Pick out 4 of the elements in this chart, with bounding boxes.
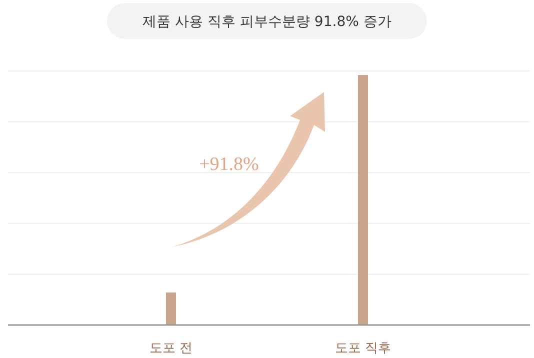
x-tick-label: 도포 직후	[334, 341, 392, 356]
chart-title: 제품 사용 직후 피부수분량 91.8% 증가	[142, 14, 392, 30]
annotation: +91.8%	[199, 154, 260, 175]
x-tick-label: 도포 전	[149, 341, 193, 356]
